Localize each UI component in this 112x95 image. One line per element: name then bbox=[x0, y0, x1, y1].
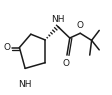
Text: O: O bbox=[3, 43, 10, 52]
Text: NH: NH bbox=[18, 80, 32, 89]
Text: O: O bbox=[62, 59, 69, 68]
Text: NH: NH bbox=[52, 15, 65, 23]
Text: O: O bbox=[77, 21, 84, 30]
